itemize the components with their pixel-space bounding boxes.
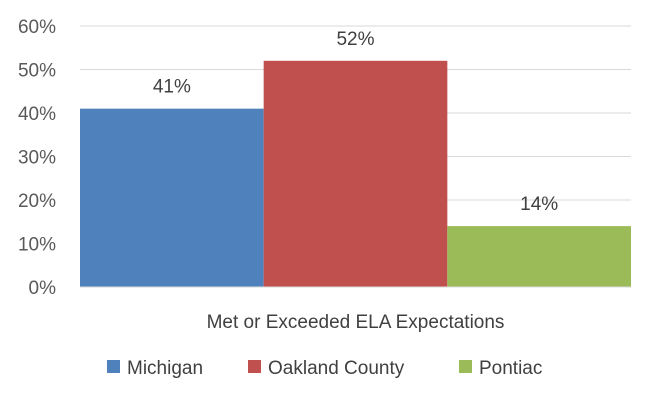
data-label: 41%	[153, 77, 191, 98]
bar-oakland-county	[263, 60, 448, 287]
y-tick-label: 40%	[18, 104, 56, 125]
y-tick-label: 30%	[18, 148, 56, 169]
data-label: 14%	[520, 194, 558, 215]
legend-swatch	[459, 360, 472, 373]
legend-label: Oakland County	[268, 358, 405, 379]
data-label: 52%	[336, 29, 374, 50]
legend-swatch	[107, 360, 120, 373]
legend-label: Pontiac	[479, 358, 542, 379]
bars	[80, 60, 631, 288]
y-tick-label: 0%	[29, 278, 57, 299]
bar-michigan	[80, 108, 264, 288]
y-tick-label: 50%	[18, 61, 56, 82]
y-tick-label: 20%	[18, 191, 56, 212]
y-tick-label: 60%	[18, 17, 56, 38]
bar-pontiac	[447, 226, 631, 287]
data-labels: 41% 52% 14%	[153, 29, 558, 215]
legend-label: Michigan	[127, 358, 203, 379]
y-tick-label: 10%	[18, 235, 56, 256]
y-axis-tick-labels: 0% 10% 20% 30% 40% 50% 60%	[18, 17, 56, 299]
category-label: Met or Exceeded ELA Expectations	[207, 312, 505, 333]
legend: Michigan Oakland County Pontiac	[107, 358, 542, 379]
legend-swatch	[248, 360, 261, 373]
